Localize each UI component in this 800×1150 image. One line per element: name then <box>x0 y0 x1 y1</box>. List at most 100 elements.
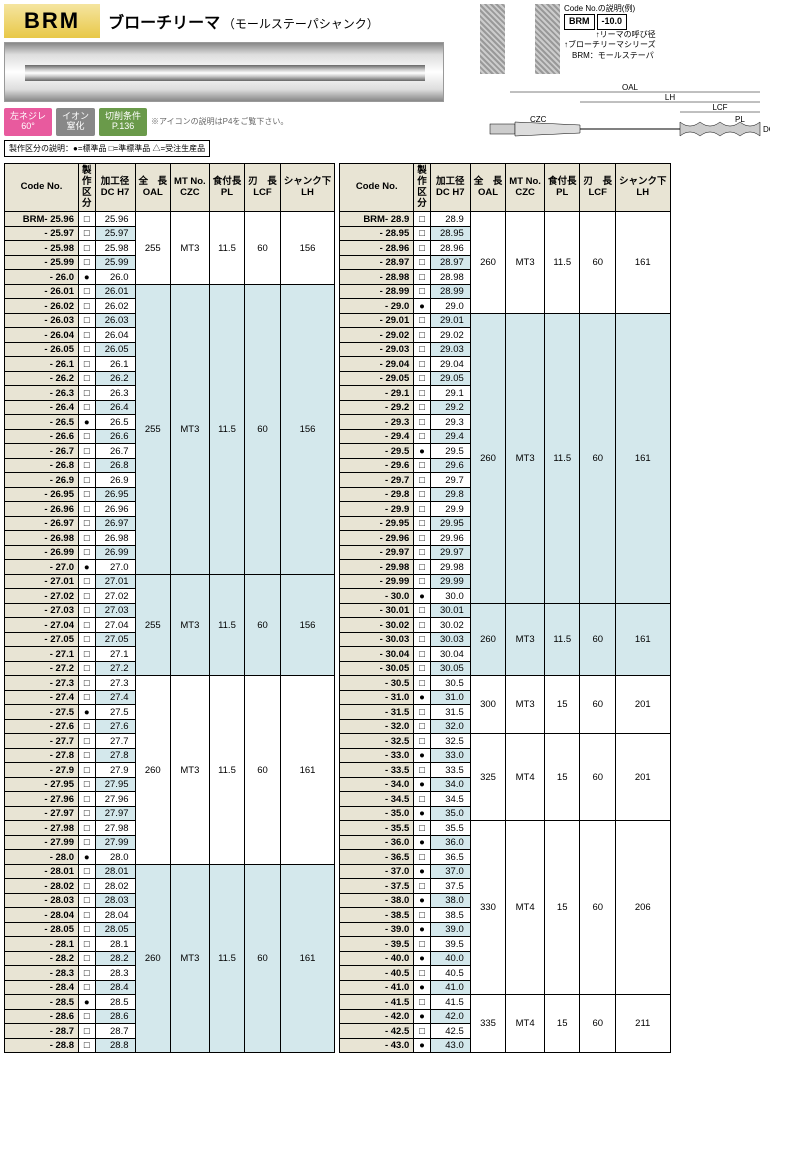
cell-code: - 27.4 <box>5 690 79 705</box>
cell-oal: 260 <box>135 864 171 1053</box>
cell-code: - 25.97 <box>5 226 79 241</box>
cell-code: - 29.02 <box>340 328 414 343</box>
cell-code: - 26.1 <box>5 357 79 372</box>
cell-mark <box>79 676 96 691</box>
cell-dc: 26.9 <box>95 473 135 488</box>
cell-dc: 29.99 <box>430 574 470 589</box>
table-row: - 29.0129.01260MT311.560161 <box>340 313 670 328</box>
cell-mark <box>79 632 96 647</box>
cell-code: - 28.96 <box>340 241 414 256</box>
svg-text:OAL: OAL <box>622 83 639 92</box>
cell-oal: 335 <box>470 995 506 1053</box>
cell-dc: 40.0 <box>430 951 470 966</box>
cell-oal: 300 <box>470 676 506 734</box>
cell-mark <box>414 864 431 879</box>
cell-mark <box>79 603 96 618</box>
cell-mark <box>79 342 96 357</box>
cell-mark <box>414 502 431 517</box>
cell-code: - 29.96 <box>340 531 414 546</box>
cell-code: - 38.0 <box>340 893 414 908</box>
cell-mark <box>79 371 96 386</box>
cell-pl: 15 <box>544 821 580 995</box>
cell-lcf: 60 <box>580 603 616 676</box>
cell-code: - 31.0 <box>340 690 414 705</box>
cell-dc: 28.99 <box>430 284 470 299</box>
cell-code: - 28.97 <box>340 255 414 270</box>
cell-mark <box>79 444 96 459</box>
cell-dc: 27.99 <box>95 835 135 850</box>
cell-dc: 28.9 <box>430 212 470 227</box>
cell-mark <box>414 734 431 749</box>
cell-dc: 27.02 <box>95 589 135 604</box>
cell-lcf: 60 <box>245 676 281 865</box>
cell-mark <box>79 879 96 894</box>
cell-mark <box>414 632 431 647</box>
cell-dc: 26.97 <box>95 516 135 531</box>
cell-oal: 260 <box>470 313 506 603</box>
cell-mark <box>414 531 431 546</box>
cell-mark <box>79 1038 96 1053</box>
cell-dc: 27.97 <box>95 806 135 821</box>
cell-dc: 26.3 <box>95 386 135 401</box>
cell-dc: 27.1 <box>95 647 135 662</box>
cell-code: - 30.02 <box>340 618 414 633</box>
cell-code: - 26.01 <box>5 284 79 299</box>
cell-mark <box>414 763 431 778</box>
col-czc: MT No.CZC <box>506 163 545 212</box>
cell-dc: 30.03 <box>430 632 470 647</box>
cell-code: - 26.6 <box>5 429 79 444</box>
cell-mark <box>414 589 431 604</box>
cell-code: - 28.2 <box>5 951 79 966</box>
cell-code: - 29.9 <box>340 502 414 517</box>
cell-dc: 36.5 <box>430 850 470 865</box>
table-row: - 30.0130.01260MT311.560161 <box>340 603 670 618</box>
cell-code: - 37.0 <box>340 864 414 879</box>
cell-mark <box>79 429 96 444</box>
cell-mark <box>79 299 96 314</box>
cell-dc: 39.5 <box>430 937 470 952</box>
cell-lcf: 60 <box>245 212 281 285</box>
cell-dc: 28.04 <box>95 908 135 923</box>
cell-code: - 27.2 <box>5 661 79 676</box>
cell-lcf: 60 <box>580 212 616 314</box>
cell-code: - 28.0 <box>5 850 79 865</box>
cell-dc: 25.96 <box>95 212 135 227</box>
cell-mark <box>79 270 96 285</box>
cell-code: - 29.04 <box>340 357 414 372</box>
cell-czc: MT3 <box>171 676 210 865</box>
cell-dc: 27.01 <box>95 574 135 589</box>
cell-pl: 11.5 <box>544 603 580 676</box>
cell-mark <box>79 545 96 560</box>
cell-dc: 29.5 <box>430 444 470 459</box>
cell-dc: 26.0 <box>95 270 135 285</box>
cell-code: - 28.03 <box>5 893 79 908</box>
cell-dc: 26.98 <box>95 531 135 546</box>
cell-pl: 11.5 <box>209 284 245 574</box>
cell-code: - 28.7 <box>5 1024 79 1039</box>
cell-dc: 30.04 <box>430 647 470 662</box>
cell-dc: 28.8 <box>95 1038 135 1053</box>
cell-oal: 255 <box>135 574 171 676</box>
cell-mark <box>79 487 96 502</box>
cell-code: - 26.04 <box>5 328 79 343</box>
cell-mark <box>79 386 96 401</box>
cell-code: - 29.98 <box>340 560 414 575</box>
table-row: BRM- 25.9625.96255MT311.560156 <box>5 212 335 227</box>
cell-dc: 26.1 <box>95 357 135 372</box>
cell-mark <box>79 719 96 734</box>
cell-mark <box>79 357 96 372</box>
cell-code: - 29.03 <box>340 342 414 357</box>
cell-pl: 11.5 <box>209 212 245 285</box>
cell-mark <box>79 284 96 299</box>
cell-mark <box>79 241 96 256</box>
cell-mark <box>414 705 431 720</box>
cell-dc: 40.5 <box>430 966 470 981</box>
cell-dc: 26.4 <box>95 400 135 415</box>
cell-dc: 28.95 <box>430 226 470 241</box>
cell-mark <box>79 864 96 879</box>
cell-czc: MT3 <box>506 212 545 314</box>
svg-text:DC: DC <box>763 125 770 134</box>
cell-mark <box>414 1009 431 1024</box>
cell-dc: 29.02 <box>430 328 470 343</box>
cell-czc: MT3 <box>506 676 545 734</box>
